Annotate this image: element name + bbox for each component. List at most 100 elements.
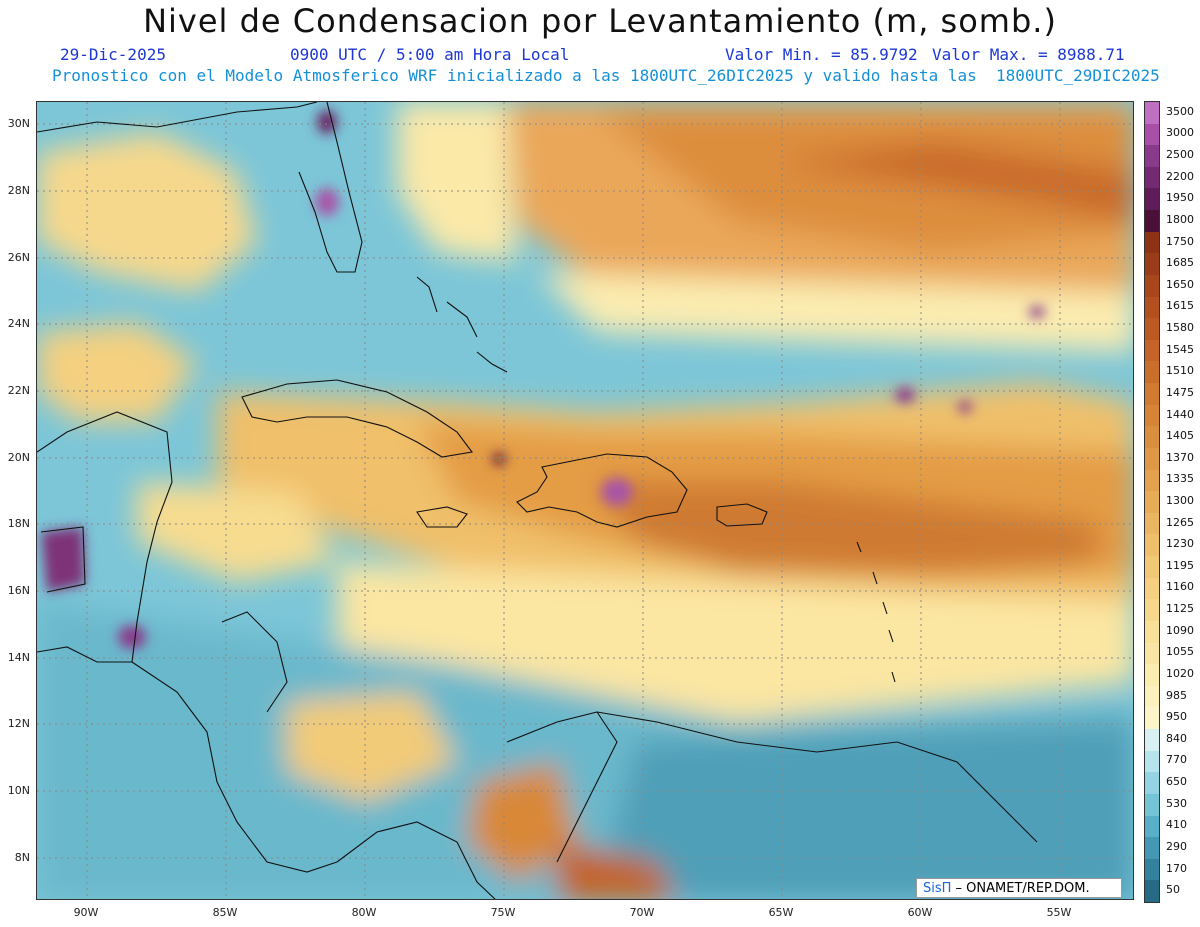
lon-label: 90W	[73, 906, 99, 919]
legend-swatch	[1145, 729, 1159, 752]
legend-label: 950	[1166, 710, 1187, 724]
legend-label: 1650	[1166, 277, 1194, 291]
legend-label: 170	[1166, 861, 1187, 875]
legend-label: 1370	[1166, 450, 1194, 464]
legend-label: 1615	[1166, 299, 1194, 313]
color-legend	[1144, 101, 1160, 903]
lon-label: 55W	[1046, 906, 1072, 919]
legend-label: 1265	[1166, 515, 1194, 529]
lat-label: 10N	[7, 784, 30, 797]
legend-swatch	[1145, 664, 1159, 687]
legend-label: 1020	[1166, 666, 1194, 680]
legend-swatch	[1145, 469, 1159, 492]
legend-label: 1580	[1166, 321, 1194, 335]
legend-label: 1440	[1166, 407, 1194, 421]
legend-label: 1195	[1166, 558, 1194, 572]
lon-label: 60W	[907, 906, 933, 919]
legend-swatch	[1145, 620, 1159, 644]
legend-swatch	[1145, 491, 1159, 514]
lon-label: 65W	[768, 906, 794, 919]
lat-label: 14N	[7, 651, 30, 664]
legend-label: 1335	[1166, 472, 1194, 486]
legend-swatch	[1145, 383, 1159, 406]
legend-label: 1160	[1166, 580, 1194, 594]
legend-swatch	[1145, 253, 1159, 276]
legend-label: 3500	[1166, 104, 1194, 118]
legend-swatch	[1145, 166, 1159, 189]
legend-label: 50	[1166, 883, 1180, 897]
legend-label: 530	[1166, 796, 1187, 810]
lon-label: 75W	[490, 906, 516, 919]
legend-label: 985	[1166, 688, 1187, 702]
legend-swatch	[1145, 556, 1159, 579]
legend-swatch	[1145, 318, 1159, 341]
legend-label: 1510	[1166, 364, 1194, 378]
map-title: Nivel de Condensacion por Levantamiento …	[143, 2, 1057, 40]
legend-swatch	[1145, 296, 1159, 319]
min-value: Valor Min. = 85.9792	[725, 45, 918, 64]
coastlines	[37, 102, 1038, 899]
lat-label: 16N	[7, 584, 30, 597]
lat-label: 28N	[7, 184, 30, 197]
lat-label: 24N	[7, 317, 30, 330]
legend-label: 2200	[1166, 169, 1194, 183]
legend-label: 1475	[1166, 385, 1194, 399]
legend-label: 1090	[1166, 623, 1194, 637]
legend-swatch	[1145, 858, 1159, 881]
credit-box: SisΠ – ONAMET/REP.DOM.	[916, 878, 1122, 898]
credit-brand: SisΠ	[923, 881, 952, 896]
legend-label: 1230	[1166, 537, 1194, 551]
legend-label: 1750	[1166, 234, 1194, 248]
lon-label: 70W	[629, 906, 655, 919]
legend-swatch	[1145, 145, 1159, 168]
grid-lines	[37, 102, 1133, 899]
legend-swatch	[1145, 361, 1159, 384]
legend-swatch	[1145, 599, 1159, 622]
legend-swatch	[1145, 772, 1159, 795]
lat-label: 18N	[7, 517, 30, 530]
legend-label: 650	[1166, 775, 1187, 789]
max-value: Valor Max. = 8988.71	[932, 45, 1125, 64]
legend-swatch	[1145, 534, 1159, 557]
legend-label: 1545	[1166, 342, 1194, 356]
legend-label: 410	[1166, 818, 1187, 832]
legend-swatch	[1145, 793, 1159, 816]
legend-swatch	[1145, 102, 1159, 125]
legend-swatch	[1145, 123, 1159, 146]
lat-label: 30N	[7, 117, 30, 130]
credit-org: – ONAMET/REP.DOM.	[951, 881, 1090, 896]
legend-swatch	[1145, 274, 1159, 298]
lon-label: 80W	[351, 906, 377, 919]
forecast-time: 0900 UTC / 5:00 am Hora Local	[290, 45, 570, 64]
lon-label: 85W	[212, 906, 238, 919]
legend-swatch	[1145, 339, 1159, 362]
legend-label: 2500	[1166, 148, 1194, 162]
forecast-description: Pronostico con el Modelo Atmosferico WRF…	[52, 66, 1160, 85]
legend-label: 1685	[1166, 256, 1194, 270]
legend-swatch	[1145, 231, 1159, 254]
legend-label: 1405	[1166, 429, 1194, 443]
legend-swatch	[1145, 837, 1159, 860]
lat-label: 12N	[7, 717, 30, 730]
legend-swatch	[1145, 188, 1159, 211]
legend-label: 1800	[1166, 212, 1194, 226]
legend-swatch	[1145, 577, 1159, 600]
lcl-map	[36, 101, 1134, 900]
lat-label: 26N	[7, 251, 30, 264]
legend-swatch	[1145, 815, 1159, 838]
legend-swatch	[1145, 404, 1159, 427]
lat-label: 22N	[7, 384, 30, 397]
forecast-date: 29-Dic-2025	[60, 45, 166, 64]
legend-swatch	[1145, 880, 1159, 903]
legend-label: 3000	[1166, 126, 1194, 140]
legend-label: 1125	[1166, 602, 1194, 616]
legend-label: 1300	[1166, 494, 1194, 507]
legend-label: 770	[1166, 753, 1187, 767]
legend-label: 1950	[1166, 191, 1194, 205]
legend-swatch	[1145, 210, 1159, 233]
legend-label: 840	[1166, 731, 1187, 745]
legend-swatch	[1145, 426, 1159, 449]
legend-swatch	[1145, 707, 1159, 730]
legend-swatch	[1145, 750, 1159, 773]
legend-swatch	[1145, 512, 1159, 535]
